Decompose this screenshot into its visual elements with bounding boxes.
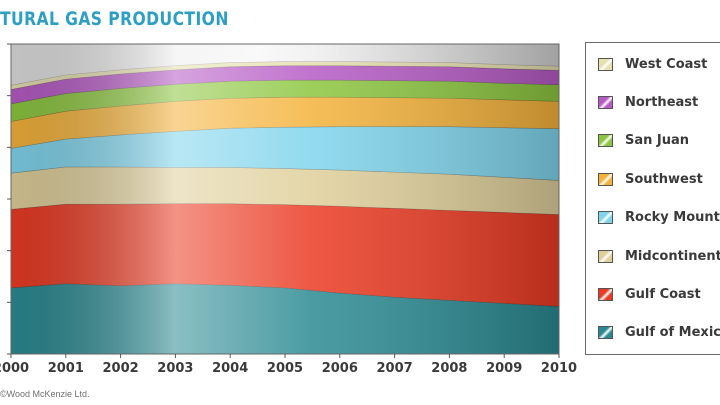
x-tick-label: 2002 bbox=[103, 361, 139, 376]
legend-label: Midcontinent bbox=[625, 248, 720, 264]
x-tick-label: 2008 bbox=[431, 361, 467, 376]
legend-item-gulf-coast: Gulf Coast bbox=[586, 281, 701, 307]
legend-item-northeast: Northeast bbox=[586, 89, 698, 115]
legend-swatch bbox=[598, 57, 613, 71]
x-tick-label: 2005 bbox=[267, 361, 303, 376]
legend-label: Rocky Mountain bbox=[625, 210, 720, 226]
legend-item-san-juan: San Juan bbox=[586, 128, 689, 154]
legend-swatch bbox=[598, 95, 613, 109]
legend-swatch bbox=[598, 211, 613, 225]
legend-item-west-coast: West Coast bbox=[586, 51, 707, 77]
legend-label: San Juan bbox=[625, 133, 690, 149]
legend-swatch bbox=[598, 287, 613, 301]
x-tick-label: 2001 bbox=[48, 361, 84, 376]
legend-swatch bbox=[598, 134, 613, 148]
legend-label: Gulf of Mexico bbox=[625, 325, 720, 341]
legend-label: Northeast bbox=[625, 94, 699, 110]
legend-label: Gulf Coast bbox=[625, 286, 701, 302]
legend-swatch bbox=[598, 326, 613, 340]
x-tick-label: 2000 bbox=[0, 361, 29, 376]
legend-label: Southwest bbox=[625, 171, 703, 187]
chart-title: TURAL GAS PRODUCTION bbox=[0, 8, 229, 30]
legend-item-southwest: Southwest bbox=[586, 166, 703, 192]
x-tick-label: 2006 bbox=[322, 361, 358, 376]
credit-text: ©Wood McKenzie Ltd. bbox=[0, 389, 90, 399]
legend-item-rocky-mountain: Rocky Mountain bbox=[586, 205, 720, 231]
legend-swatch bbox=[598, 172, 613, 186]
x-tick-label: 2003 bbox=[157, 361, 193, 376]
legend-item-gulf-of-mexico: Gulf of Mexico bbox=[586, 320, 720, 346]
legend: West Coast Northeast San Juan Southwest Rock… bbox=[585, 42, 720, 355]
x-tick-label: 2010 bbox=[541, 361, 577, 376]
x-tick-label: 2007 bbox=[377, 361, 413, 376]
legend-swatch bbox=[598, 249, 613, 263]
legend-label: West Coast bbox=[625, 56, 708, 72]
x-tick-label: 2009 bbox=[486, 361, 522, 376]
plot-area bbox=[10, 43, 560, 355]
legend-item-midcontinent: Midcontinent bbox=[586, 243, 720, 269]
x-tick-label: 2004 bbox=[212, 361, 248, 376]
